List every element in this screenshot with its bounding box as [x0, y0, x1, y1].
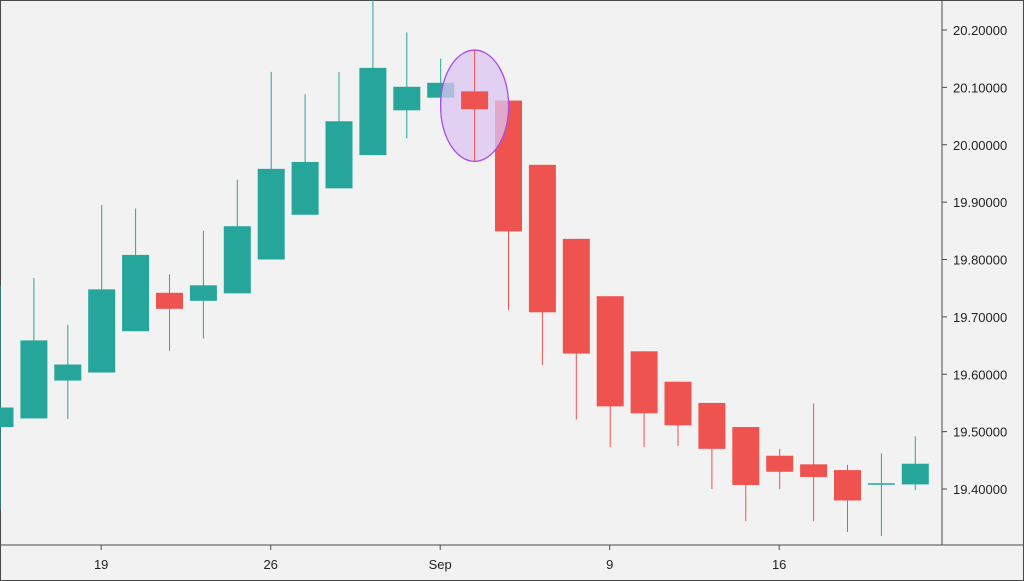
candle-body: [664, 381, 692, 426]
price-tick-label: 20.00000: [953, 138, 1007, 153]
candle-body: [393, 86, 421, 111]
highlight-layer: [439, 49, 510, 163]
candle-body: [189, 285, 217, 301]
candle: [901, 436, 929, 491]
candle: [189, 230, 217, 339]
candle: [291, 94, 319, 215]
candle-body: [20, 340, 48, 419]
candle-body: [596, 296, 624, 407]
candle: [359, 0, 387, 156]
candle: [867, 453, 895, 537]
price-tick-label: 20.10000: [953, 80, 1007, 95]
candle-body: [54, 364, 82, 381]
candle-body: [732, 427, 760, 485]
candle: [122, 208, 150, 332]
candle: [156, 274, 183, 351]
candle: [562, 238, 590, 420]
price-tick-label: 19.90000: [953, 195, 1007, 210]
candle-body: [698, 402, 726, 449]
candle: [596, 296, 624, 448]
time-tick-label: 26: [263, 557, 277, 572]
candle-body: [88, 289, 116, 373]
candle: [257, 71, 285, 260]
candle-body: [291, 161, 319, 215]
candle-body: [834, 470, 861, 501]
candle-body: [122, 254, 150, 332]
candle-body: [0, 407, 14, 428]
candle-body: [800, 464, 828, 477]
candle-body: [359, 67, 387, 156]
time-tick-label: Sep: [429, 557, 452, 572]
candle-body: [901, 463, 929, 485]
candle: [0, 285, 14, 510]
candle-body: [156, 292, 183, 309]
price-tick-label: 19.40000: [953, 482, 1007, 497]
price-axis: 20.20000 20.10000 20.00000 19.90000 19.80000…: [942, 23, 1007, 497]
candle: [664, 381, 692, 446]
price-tick-label: 19.70000: [953, 310, 1007, 325]
candle-body: [562, 238, 590, 354]
candle-body: [867, 483, 895, 485]
candle: [393, 32, 421, 139]
candle: [732, 427, 760, 522]
candle-body: [630, 351, 658, 414]
price-tick-label: 20.20000: [953, 23, 1007, 38]
candle: [698, 402, 726, 489]
time-axis: 19 26 Sep 9 16: [94, 545, 786, 572]
price-tick-label: 19.50000: [953, 425, 1007, 440]
candle-body: [528, 164, 556, 313]
time-tick-label: 9: [606, 557, 613, 572]
candle-body: [766, 455, 794, 472]
candle: [325, 71, 353, 189]
time-tick-label: 19: [94, 557, 108, 572]
candle-body: [461, 91, 489, 110]
candle: [834, 464, 861, 533]
candle: [800, 403, 828, 522]
candle: [223, 179, 251, 294]
candle-body: [223, 226, 251, 294]
candle: [88, 204, 116, 373]
candle-body: [257, 168, 285, 260]
candle-highlighted: [461, 50, 489, 162]
candle: [54, 324, 82, 420]
price-tick-label: 19.80000: [953, 253, 1007, 268]
candle: [630, 351, 658, 448]
candle: [495, 100, 522, 310]
candle: [528, 164, 556, 366]
candle: [766, 448, 794, 489]
price-tick-label: 19.60000: [953, 367, 1007, 382]
time-tick-label: 16: [772, 557, 786, 572]
candle-body: [325, 121, 353, 189]
candle: [20, 277, 48, 419]
candles-layer: [0, 0, 929, 537]
